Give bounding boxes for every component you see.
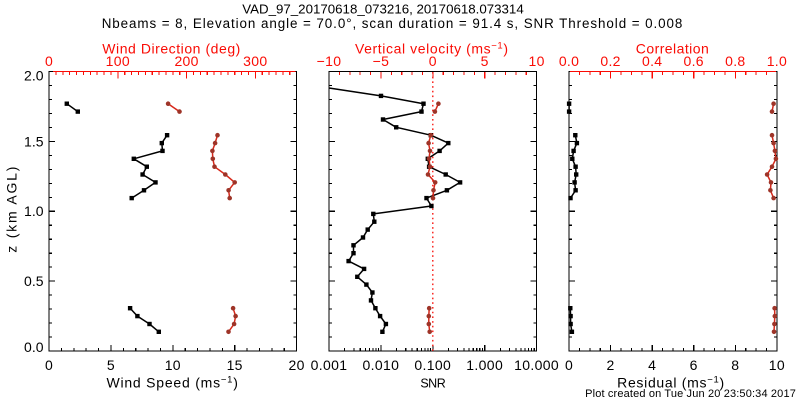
svg-text:0.100: 0.100: [414, 357, 451, 373]
svg-text:1.000: 1.000: [466, 357, 503, 373]
svg-text:1.5: 1.5: [24, 133, 44, 149]
svg-text:2.0: 2.0: [24, 68, 44, 84]
svg-text:0.8: 0.8: [725, 53, 745, 69]
svg-text:8: 8: [731, 357, 739, 373]
svg-text:0: 0: [45, 53, 53, 69]
svg-text:0.2: 0.2: [600, 53, 620, 69]
svg-text:0.4: 0.4: [642, 53, 662, 69]
svg-text:0.001: 0.001: [311, 357, 348, 373]
svg-text:z (km AGL): z (km AGL): [4, 165, 20, 253]
svg-text:0.010: 0.010: [363, 357, 400, 373]
svg-text:Vertical velocity (ms−1): Vertical velocity (ms−1): [355, 40, 509, 57]
svg-text:1.0: 1.0: [767, 53, 787, 69]
svg-text:6: 6: [690, 357, 698, 373]
svg-text:200: 200: [174, 53, 198, 69]
svg-text:Plot created on Tue Jun 20 23:: Plot created on Tue Jun 20 23:50:34 2017: [585, 388, 796, 400]
svg-text:Residual (ms−1): Residual (ms−1): [617, 374, 725, 391]
svg-text:10: 10: [529, 53, 545, 69]
svg-text:0.5: 0.5: [24, 273, 44, 289]
svg-text:0: 0: [429, 53, 437, 69]
svg-text:300: 300: [243, 53, 267, 69]
svg-text:10.000: 10.000: [514, 357, 559, 373]
svg-text:2: 2: [607, 357, 615, 373]
svg-text:0.0: 0.0: [559, 53, 579, 69]
svg-text:Wind Direction (deg): Wind Direction (deg): [102, 41, 241, 57]
svg-text:10: 10: [165, 357, 181, 373]
svg-text:0.0: 0.0: [24, 339, 44, 355]
svg-text:−10: −10: [317, 53, 342, 69]
svg-text:10: 10: [769, 357, 785, 373]
svg-text:15: 15: [227, 357, 243, 373]
svg-text:VAD_97_20170618_073216, 201706: VAD_97_20170618_073216, 20170618.073314: [242, 2, 523, 17]
svg-text:−5: −5: [373, 53, 390, 69]
svg-text:4: 4: [648, 357, 656, 373]
svg-text:5: 5: [107, 357, 115, 373]
svg-text:0.6: 0.6: [684, 53, 704, 69]
svg-text:Correlation: Correlation: [636, 41, 709, 57]
svg-text:Nbeams = 8, Elevation angle =: Nbeams = 8, Elevation angle = 70.0°, sca…: [102, 16, 684, 31]
svg-text:5: 5: [481, 53, 489, 69]
svg-text:SNR: SNR: [420, 377, 445, 391]
svg-text:Wind Speed (ms−1): Wind Speed (ms−1): [106, 374, 238, 391]
svg-text:100: 100: [106, 53, 130, 69]
svg-text:0: 0: [45, 357, 53, 373]
svg-text:1.0: 1.0: [24, 203, 44, 219]
svg-text:0: 0: [565, 357, 573, 373]
svg-text:20: 20: [289, 357, 305, 373]
